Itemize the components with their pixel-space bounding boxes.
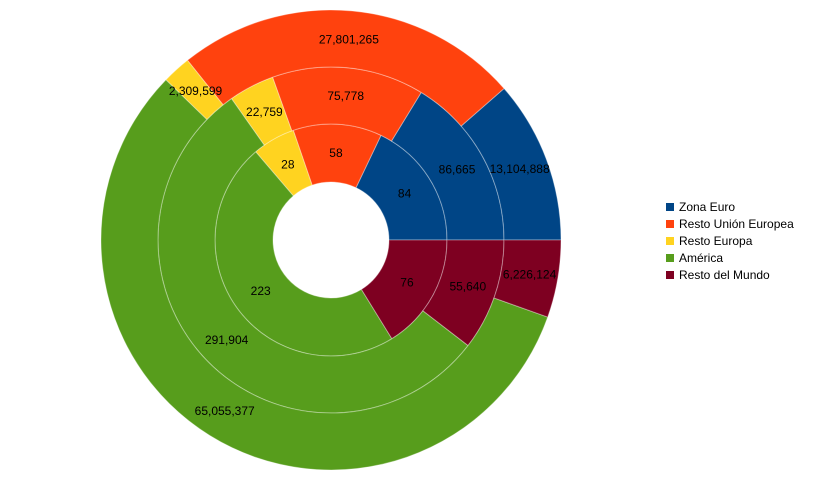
ring-3-segment-resto-del-mundo bbox=[493, 239, 562, 318]
legend-swatch bbox=[666, 253, 674, 262]
legend-swatch bbox=[666, 219, 674, 228]
legend-item: Zona Euro bbox=[666, 198, 794, 215]
legend-item: América bbox=[666, 249, 794, 266]
legend-label: Zona Euro bbox=[679, 199, 736, 214]
data-label: 84 bbox=[398, 187, 412, 201]
data-label: 13,104,888 bbox=[490, 162, 550, 176]
data-label: 27,801,265 bbox=[319, 32, 379, 46]
data-label: 65,055,377 bbox=[195, 404, 255, 418]
legend-swatch bbox=[666, 202, 674, 211]
data-label: 58 bbox=[329, 146, 343, 160]
legend-item: Resto Unión Europea bbox=[666, 215, 794, 232]
data-label: 6,226,124 bbox=[503, 267, 557, 281]
legend-label: América bbox=[679, 250, 724, 265]
ring-1-segment-resto-europa bbox=[254, 129, 313, 197]
data-label: 55,640 bbox=[449, 280, 486, 294]
ring-2-segment-resto-europa bbox=[230, 76, 293, 146]
data-label: 291,904 bbox=[205, 333, 249, 347]
legend-swatch bbox=[666, 270, 674, 279]
legend-label: Resto del Mundo bbox=[679, 267, 770, 282]
donut-chart: 84 58 28 223 76 86,665 75,778 22,759 291,904 55,6… bbox=[100, 9, 562, 471]
legend-label: Resto Unión Europea bbox=[679, 216, 794, 231]
legend-item: Resto Europa bbox=[666, 232, 794, 249]
data-label: 223 bbox=[251, 284, 271, 298]
data-label: 86,665 bbox=[439, 162, 476, 176]
ring-1-segment-zona-euro bbox=[355, 134, 448, 241]
legend-item: Resto del Mundo bbox=[666, 266, 794, 283]
data-label: 75,778 bbox=[327, 89, 364, 103]
data-label: 76 bbox=[400, 275, 414, 289]
data-label: 2,309,599 bbox=[169, 84, 223, 98]
data-label: 22,759 bbox=[246, 105, 283, 119]
data-label: 28 bbox=[281, 157, 295, 171]
legend-swatch bbox=[666, 236, 674, 245]
legend-label: Resto Europa bbox=[679, 233, 753, 248]
ring-1-segment-am-rica bbox=[214, 151, 393, 357]
chart-legend: Zona Euro Resto Unión Europea Resto Europa… bbox=[666, 198, 794, 283]
ring-3-segment-am-rica bbox=[100, 79, 549, 471]
ring-3-segment-resto-uni-n-europea bbox=[186, 9, 505, 127]
